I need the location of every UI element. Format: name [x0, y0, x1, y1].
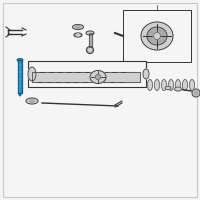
Ellipse shape: [141, 22, 173, 50]
Ellipse shape: [74, 33, 82, 37]
Ellipse shape: [76, 26, 80, 28]
Ellipse shape: [190, 79, 194, 90]
Ellipse shape: [26, 98, 38, 104]
Ellipse shape: [90, 71, 106, 84]
Ellipse shape: [194, 91, 198, 95]
Polygon shape: [18, 93, 22, 96]
Ellipse shape: [174, 87, 182, 91]
Bar: [88, 33, 92, 47]
Ellipse shape: [143, 69, 149, 79]
Ellipse shape: [148, 79, 153, 90]
Ellipse shape: [168, 79, 174, 90]
Ellipse shape: [192, 89, 200, 97]
Bar: [32, 72, 140, 82]
Ellipse shape: [86, 31, 94, 35]
Ellipse shape: [30, 100, 35, 102]
Bar: [88, 33, 92, 47]
Ellipse shape: [176, 79, 180, 90]
Ellipse shape: [86, 46, 94, 53]
Ellipse shape: [17, 59, 23, 61]
Bar: [18, 60, 22, 93]
Bar: [28, 61, 146, 87]
Ellipse shape: [162, 79, 166, 90]
Bar: [32, 72, 140, 82]
Bar: [123, 10, 191, 62]
Ellipse shape: [182, 79, 188, 90]
Ellipse shape: [165, 86, 171, 90]
Bar: [18, 60, 22, 93]
Ellipse shape: [154, 79, 160, 90]
Ellipse shape: [76, 34, 80, 36]
Ellipse shape: [147, 27, 167, 45]
Ellipse shape: [154, 32, 160, 40]
Bar: [19, 60, 20, 93]
Ellipse shape: [28, 67, 36, 81]
Ellipse shape: [72, 24, 84, 29]
Ellipse shape: [88, 48, 92, 51]
Ellipse shape: [96, 74, 101, 79]
